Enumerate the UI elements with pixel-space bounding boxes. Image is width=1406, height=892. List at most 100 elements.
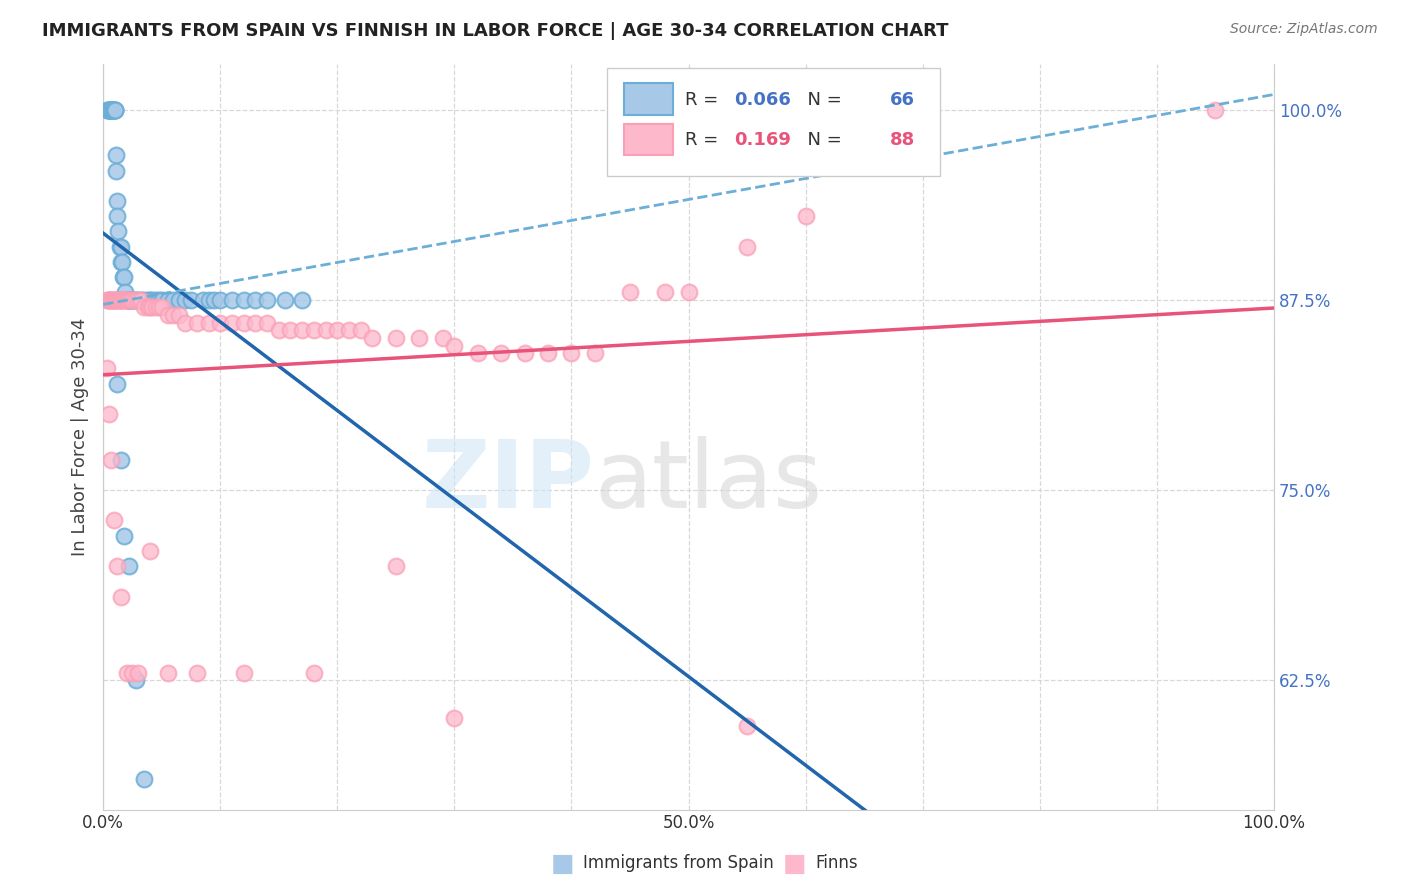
Point — [98, 103, 121, 117]
Point — [180, 293, 202, 307]
Point — [209, 316, 232, 330]
Point — [112, 529, 135, 543]
Point — [104, 293, 127, 307]
Point — [560, 346, 582, 360]
Point — [112, 270, 135, 285]
Point — [145, 293, 167, 307]
Text: 66: 66 — [890, 91, 915, 109]
Point — [111, 255, 134, 269]
Point — [619, 285, 641, 300]
Text: 0.066: 0.066 — [734, 91, 792, 109]
Point — [118, 293, 141, 307]
Point — [245, 316, 267, 330]
Point — [105, 293, 128, 307]
Point — [105, 559, 128, 574]
Point — [197, 316, 219, 330]
Point — [129, 293, 152, 307]
Point — [174, 316, 197, 330]
Point — [105, 163, 128, 178]
Text: ■: ■ — [783, 852, 806, 875]
Point — [110, 239, 132, 253]
Point — [127, 293, 149, 307]
Text: ZIP: ZIP — [422, 435, 595, 527]
Point — [110, 590, 132, 604]
Point — [118, 293, 141, 307]
Point — [232, 665, 254, 680]
Point — [513, 346, 536, 360]
Point — [136, 301, 159, 315]
Point — [103, 103, 125, 117]
Point — [125, 673, 148, 688]
Point — [115, 665, 138, 680]
Point — [98, 407, 121, 421]
Point — [385, 331, 408, 345]
Point — [103, 293, 125, 307]
Text: atlas: atlas — [595, 435, 823, 527]
Point — [122, 293, 145, 307]
Point — [105, 376, 128, 391]
Point — [127, 293, 149, 307]
Text: Source: ZipAtlas.com: Source: ZipAtlas.com — [1230, 22, 1378, 37]
Point — [291, 293, 314, 307]
Point — [117, 293, 139, 307]
Point — [121, 293, 143, 307]
Point — [112, 270, 135, 285]
Point — [256, 316, 278, 330]
Point — [162, 293, 184, 307]
Point — [115, 293, 138, 307]
Point — [136, 293, 159, 307]
Point — [97, 293, 120, 307]
Point — [408, 331, 430, 345]
Point — [97, 103, 120, 117]
Point — [139, 544, 162, 558]
Point — [443, 338, 465, 352]
Point — [221, 316, 243, 330]
Point — [105, 209, 128, 223]
Point — [150, 301, 173, 315]
Point — [256, 293, 278, 307]
Point — [103, 513, 125, 527]
Point — [110, 255, 132, 269]
Point — [794, 209, 817, 223]
Point — [186, 665, 208, 680]
Point — [120, 293, 142, 307]
Point — [98, 293, 121, 307]
Point — [117, 293, 139, 307]
Point — [583, 346, 606, 360]
Point — [361, 331, 384, 345]
Text: ■: ■ — [551, 852, 574, 875]
Point — [125, 293, 148, 307]
Point — [148, 293, 170, 307]
Point — [127, 665, 149, 680]
Point — [141, 301, 163, 315]
Point — [104, 103, 127, 117]
Point — [101, 293, 124, 307]
Point — [120, 293, 142, 307]
Point — [105, 293, 128, 307]
Point — [114, 285, 136, 300]
Point — [167, 293, 190, 307]
Point — [110, 293, 132, 307]
Point — [735, 239, 758, 253]
Text: R =: R = — [685, 91, 724, 109]
Point — [100, 293, 122, 307]
Point — [302, 665, 325, 680]
Point — [107, 224, 129, 238]
Point — [443, 711, 465, 725]
Point — [148, 301, 170, 315]
Point — [221, 293, 243, 307]
Point — [98, 103, 121, 117]
Point — [141, 293, 163, 307]
Text: 88: 88 — [890, 131, 915, 149]
Point — [156, 293, 179, 307]
Point — [467, 346, 489, 360]
Point — [98, 103, 121, 117]
Point — [174, 293, 197, 307]
Point — [96, 361, 118, 376]
Point — [337, 323, 360, 337]
Point — [197, 293, 219, 307]
Point — [385, 559, 408, 574]
Point — [101, 293, 124, 307]
Point — [132, 293, 155, 307]
Point — [315, 323, 337, 337]
